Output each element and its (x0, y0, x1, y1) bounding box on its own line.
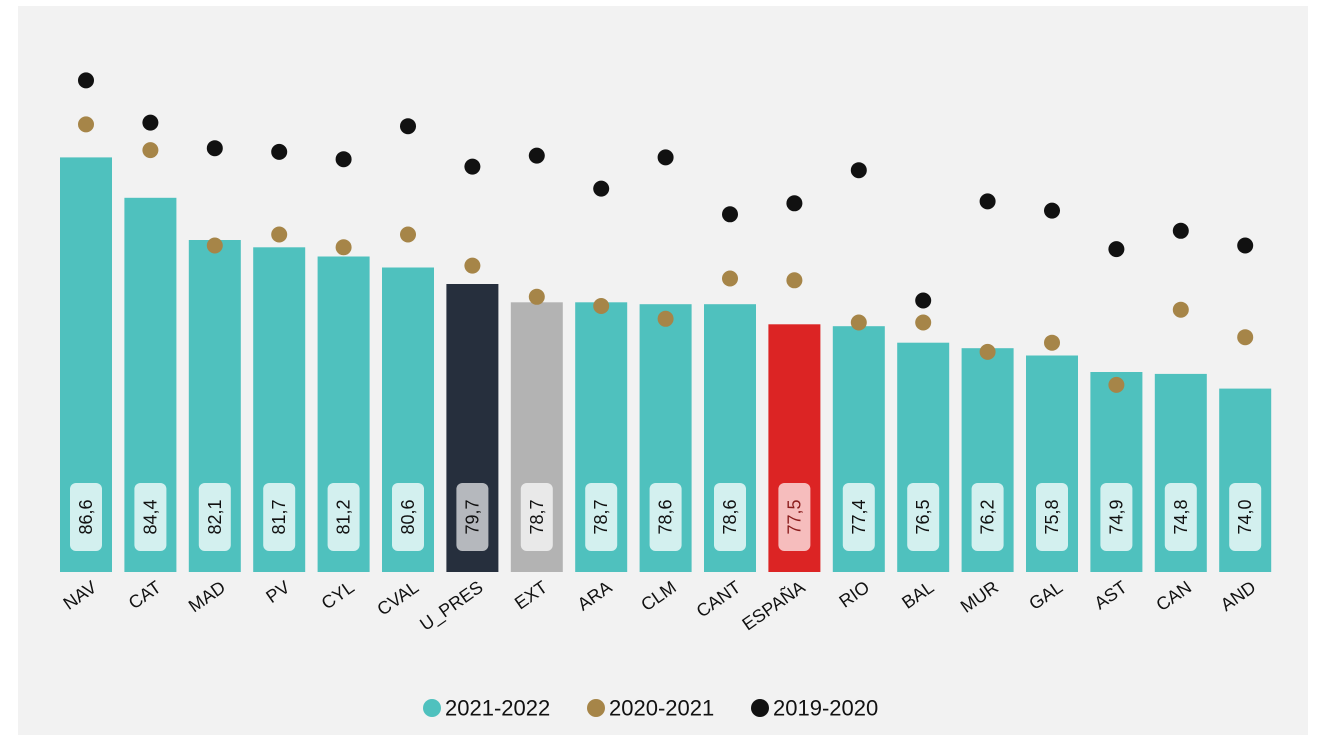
dot-2019-2020-gal (1044, 202, 1060, 219)
dot-2019-2020-pv (271, 143, 288, 160)
value-label: 81,2 (334, 499, 354, 534)
dot-2019-2020-ast (1108, 241, 1125, 258)
value-label-box (585, 483, 618, 551)
value-label: 76,2 (978, 499, 998, 534)
dot-2020-2021-ara (593, 298, 610, 314)
dot-2019-2020-bal (915, 292, 932, 309)
legend-marker (587, 699, 605, 717)
value-label: 78,7 (591, 499, 611, 534)
value-label-box (1036, 483, 1068, 551)
value-label-box (907, 483, 940, 551)
dot-2020-2021-bal (915, 314, 932, 331)
value-label: 74,9 (1106, 499, 1126, 534)
dot-2020-2021-pv (271, 226, 288, 243)
dot-2019-2020-cant (722, 206, 738, 223)
dot-2020-2021-cyl (335, 239, 352, 256)
dot-2020-2021-can (1172, 301, 1189, 318)
dot-2019-2020-ext (528, 147, 545, 164)
dot-2020-2021-cant (722, 270, 738, 287)
value-label: 74,8 (1171, 499, 1191, 534)
dot-2020-2021-rio (850, 314, 867, 331)
dots-layer (78, 72, 1254, 393)
dot-2019-2020-nav (78, 72, 94, 89)
dot-2019-2020-and (1237, 237, 1254, 254)
value-label: 78,6 (720, 499, 740, 534)
value-label-box (714, 483, 746, 551)
dot-2020-2021-mur (979, 343, 996, 360)
dot-2020-2021-gal (1044, 334, 1060, 351)
value-label-box (1100, 483, 1133, 551)
value-label: 78,6 (656, 499, 676, 534)
dot-2019-2020-rio (850, 162, 867, 179)
value-label-box (778, 483, 811, 551)
value-label: 75,8 (1042, 499, 1062, 534)
value-label: 84,4 (140, 499, 160, 534)
dot-2019-2020-cat (142, 114, 159, 131)
legend-label: 2020-2021 (609, 696, 714, 721)
dot-2020-2021-cat (142, 142, 159, 159)
legend: 2021-2022 2020-2021 2019-2020 (423, 696, 878, 721)
dot-2020-2021-cval (400, 226, 416, 243)
value-label-box (1164, 483, 1197, 551)
dot-2020-2021-u_pres (464, 257, 481, 274)
legend-marker (751, 699, 769, 717)
value-label-box (327, 483, 360, 551)
value-label: 81,7 (269, 499, 289, 534)
value-label-box (70, 483, 102, 551)
legend-label: 2021-2022 (445, 696, 550, 721)
legend-marker (423, 699, 441, 717)
value-label: 82,1 (205, 499, 225, 534)
dot-2020-2021-ext (528, 288, 545, 305)
value-label: 74,0 (1235, 499, 1255, 534)
value-label-box (456, 483, 489, 551)
dot-2020-2021-nav (78, 116, 94, 133)
value-label: 86,6 (76, 499, 96, 534)
value-label: 78,7 (527, 499, 547, 534)
value-label: 76,5 (913, 499, 933, 534)
value-label-box (198, 483, 231, 551)
dot-2020-2021-ast (1108, 376, 1125, 393)
dot-2020-2021-españa (786, 272, 803, 289)
dot-2019-2020-ara (593, 180, 610, 197)
dot-2019-2020-españa (786, 195, 803, 212)
value-label-box (263, 483, 296, 551)
value-label-box (649, 483, 682, 551)
dot-2019-2020-u_pres (464, 158, 481, 175)
dot-2020-2021-and (1237, 329, 1254, 346)
bars-layer: 86,6 84,4 82,1 81,7 81,2 80,6 79,7 78,7 78,7 78,6… (60, 157, 1272, 573)
dot-2019-2020-cyl (335, 151, 352, 168)
dot-2020-2021-clm (657, 310, 674, 327)
dot-2020-2021-mad (206, 237, 223, 254)
value-label-box (1229, 483, 1262, 551)
value-label-box (392, 483, 424, 551)
value-label-box (971, 483, 1004, 551)
dot-2019-2020-cval (400, 118, 416, 135)
value-label: 77,5 (784, 499, 804, 534)
value-label-box (134, 483, 167, 551)
dot-2019-2020-can (1172, 222, 1189, 239)
value-label-box (842, 483, 875, 551)
value-label: 79,7 (462, 499, 482, 534)
value-label: 77,4 (849, 499, 869, 534)
dot-2019-2020-mur (979, 193, 996, 210)
legend-label: 2019-2020 (773, 696, 878, 721)
value-label: 80,6 (398, 499, 418, 534)
value-label-box (520, 483, 553, 551)
dot-2019-2020-mad (206, 140, 223, 157)
dot-2019-2020-clm (657, 149, 674, 166)
